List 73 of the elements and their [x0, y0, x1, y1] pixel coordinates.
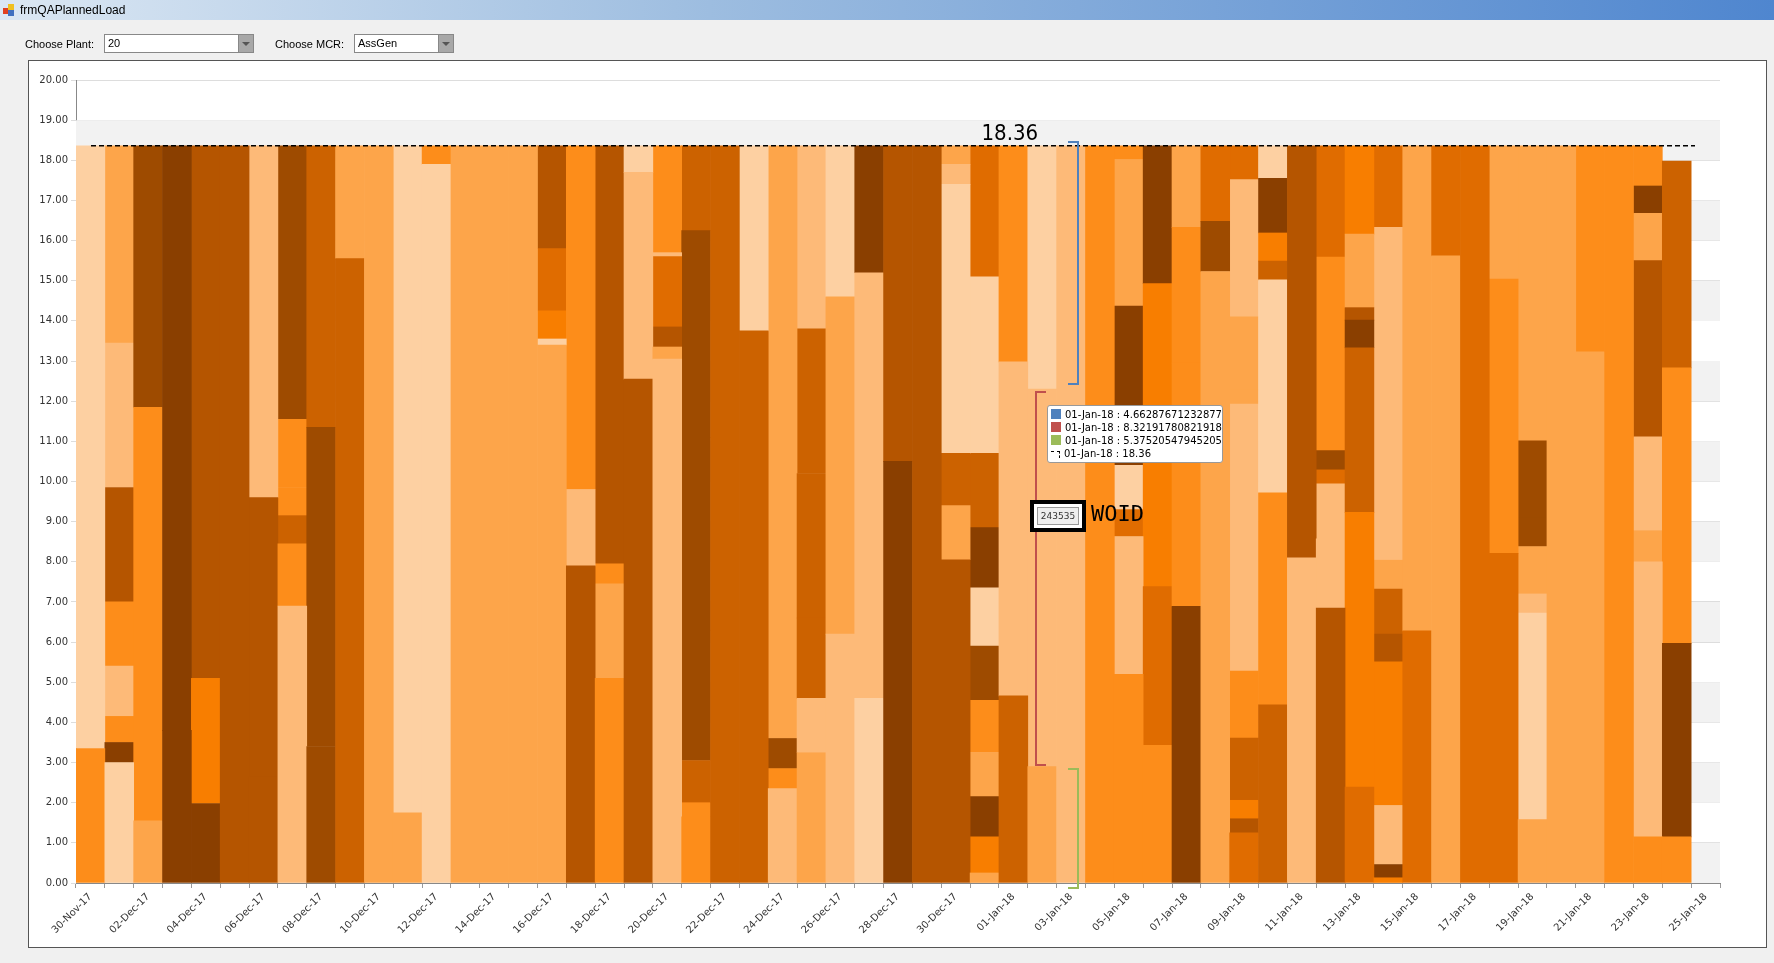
y-tick-label: 3.00: [45, 756, 68, 768]
y-tick-label: 6.00: [45, 635, 68, 647]
text: Choose Plant:: [25, 38, 95, 50]
bar: [133, 820, 163, 883]
y-tick-label: 12.00: [39, 394, 68, 406]
bar: [969, 836, 1000, 874]
y-tick-label: 20.00: [39, 73, 68, 85]
annotation: WOID: [1091, 501, 1144, 526]
bar: [1344, 307, 1375, 321]
annotation: 01-Jan-18 : 18.36: [1064, 448, 1151, 459]
y-tick-label: 19.00: [39, 113, 68, 125]
bar: [969, 872, 1000, 883]
annotation: 243535: [1037, 507, 1079, 525]
bar: [1171, 606, 1202, 883]
text: AssGen: [358, 37, 398, 49]
annotation: 01-Jan-18 : 5.37520547945205: [1065, 435, 1222, 446]
bar: [1633, 185, 1663, 214]
y-tick-label: 5.00: [45, 675, 68, 687]
bar: [969, 145, 1000, 278]
bar: [1373, 145, 1404, 228]
y-tick-label: 17.00: [39, 194, 68, 206]
y-tick-label: 10.00: [39, 475, 68, 487]
bar: [969, 527, 1000, 589]
chart-title: frmQAPlannedLoad: [20, 3, 126, 17]
bar: [1633, 260, 1663, 438]
bar: [969, 796, 1000, 838]
y-tick-label: 14.00: [39, 314, 68, 326]
bar: [537, 145, 567, 249]
y-tick-label: 15.00: [39, 274, 68, 286]
label-box: 243535: [1030, 500, 1086, 532]
bar: [1229, 818, 1259, 834]
bar: [565, 565, 596, 883]
text: 20: [108, 37, 121, 49]
bar: [191, 677, 221, 804]
y-tick-label: 9.00: [45, 515, 68, 527]
bar: [537, 310, 567, 340]
y-tick-label: 16.00: [39, 234, 68, 246]
bar: [1373, 227, 1404, 561]
bar: [1027, 766, 1057, 883]
y-tick-label: 11.00: [39, 434, 68, 446]
y-tick-label: 8.00: [45, 555, 68, 567]
bar: [652, 326, 683, 348]
bar: [796, 752, 827, 883]
bar: [1373, 877, 1404, 883]
y-tick-label: 13.00: [39, 354, 68, 366]
y-tick-label: 18.00: [39, 153, 68, 165]
bar: [1229, 179, 1259, 318]
bar: [969, 645, 1000, 701]
bar: [854, 145, 884, 274]
bar: [1142, 145, 1173, 284]
bar: [277, 145, 308, 420]
y-tick-label: 4.00: [45, 715, 68, 727]
bar: [104, 742, 135, 763]
ref-line-label: 18.36: [981, 119, 1039, 145]
bar: [883, 461, 913, 883]
bar: [1344, 145, 1375, 235]
bar: [1315, 607, 1346, 883]
text: Choose MCR:: [275, 38, 345, 50]
bar: [104, 145, 135, 344]
y-tick-label: 0.00: [45, 876, 68, 888]
bar: [1661, 642, 1692, 838]
bar: [1258, 178, 1288, 234]
bar: [969, 699, 1000, 753]
bar: [1287, 145, 1317, 559]
annotation: 01-Jan-18 : 8.32191780821918: [1065, 422, 1222, 433]
annotation: 01-Jan-18 : 4.66287671232877: [1065, 409, 1222, 420]
bar: [1344, 319, 1375, 349]
y-tick-label: 2.00: [45, 796, 68, 808]
bar: [1373, 633, 1404, 663]
bar: [104, 487, 135, 603]
y-tick-label: 7.00: [45, 595, 68, 607]
bar: [1258, 232, 1288, 262]
y-tick-label: 1.00: [45, 836, 68, 848]
